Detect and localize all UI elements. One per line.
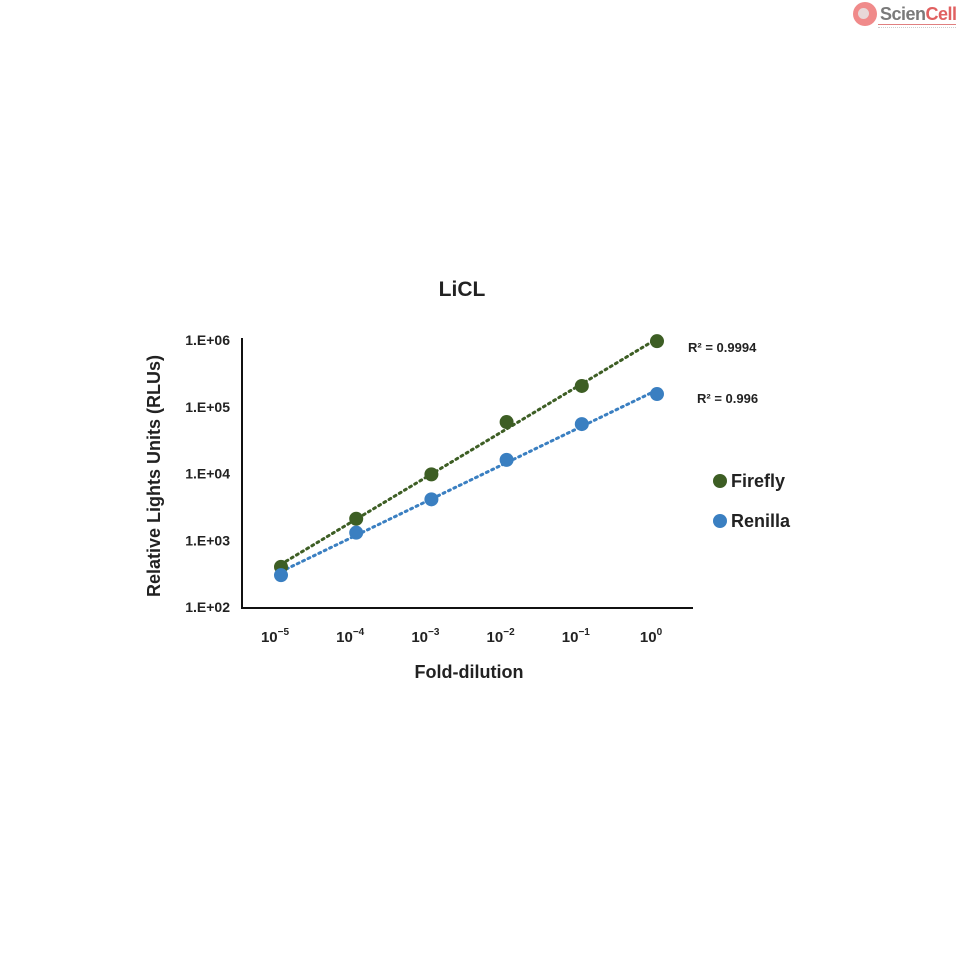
legend-label-renilla: Renilla	[731, 511, 791, 531]
legend: Firefly Renilla	[713, 471, 791, 531]
x-tick-label: 10−5	[261, 627, 290, 646]
x-tick-label: 10−4	[336, 627, 365, 646]
chart-title: LiCL	[439, 278, 486, 301]
legend-item-firefly: Firefly	[713, 471, 785, 491]
legend-marker-firefly-icon	[713, 474, 727, 488]
y-tick-label: 1.E+05	[185, 399, 230, 415]
data-point-renilla	[349, 525, 364, 540]
data-point-renilla	[274, 568, 288, 583]
legend-item-renilla: Renilla	[713, 511, 791, 531]
plot-area	[274, 334, 664, 583]
logo-underline	[878, 24, 956, 25]
logo-tagline	[878, 27, 956, 30]
y-tick-label: 1.E+03	[185, 532, 230, 548]
y-tick-label: 1.E+02	[185, 599, 230, 615]
y-axis-label: Relative Lights Units (RLUs)	[144, 355, 164, 597]
r-squared-renilla: R² = 0.996	[697, 391, 758, 406]
x-tick-label: 100	[640, 627, 663, 646]
data-point-firefly	[574, 378, 589, 393]
trendline-renilla	[279, 388, 659, 574]
x-axis-label: Fold-dilution	[415, 662, 524, 682]
legend-label-firefly: Firefly	[731, 471, 785, 491]
data-point-firefly	[349, 511, 364, 526]
r-squared-firefly: R² = 0.9994	[688, 340, 757, 355]
y-axis-ticks: 1.E+02 1.E+03 1.E+04 1.E+05 1.E+06	[185, 332, 230, 615]
data-point-firefly	[424, 467, 439, 482]
y-tick-label: 1.E+04	[185, 466, 230, 482]
x-axis-ticks: 10−5 10−4 10−3 10−2 10−1 100	[261, 627, 663, 646]
legend-marker-renilla-icon	[713, 514, 727, 528]
x-tick-label: 10−3	[411, 627, 440, 646]
x-tick-label: 10−1	[562, 627, 591, 646]
data-point-renilla	[499, 452, 514, 467]
sciencell-logo: ScienCell	[853, 2, 957, 26]
y-tick-label: 1.E+06	[185, 332, 230, 348]
logo-text: ScienCell	[880, 3, 957, 24]
data-point-firefly	[650, 334, 664, 349]
sciencell-logo-icon	[853, 2, 877, 26]
x-tick-label: 10−2	[487, 627, 516, 646]
data-point-renilla	[574, 417, 589, 432]
data-point-renilla	[650, 387, 664, 402]
data-point-firefly	[499, 415, 514, 430]
trendline-firefly	[279, 337, 659, 566]
data-point-renilla	[424, 492, 439, 507]
